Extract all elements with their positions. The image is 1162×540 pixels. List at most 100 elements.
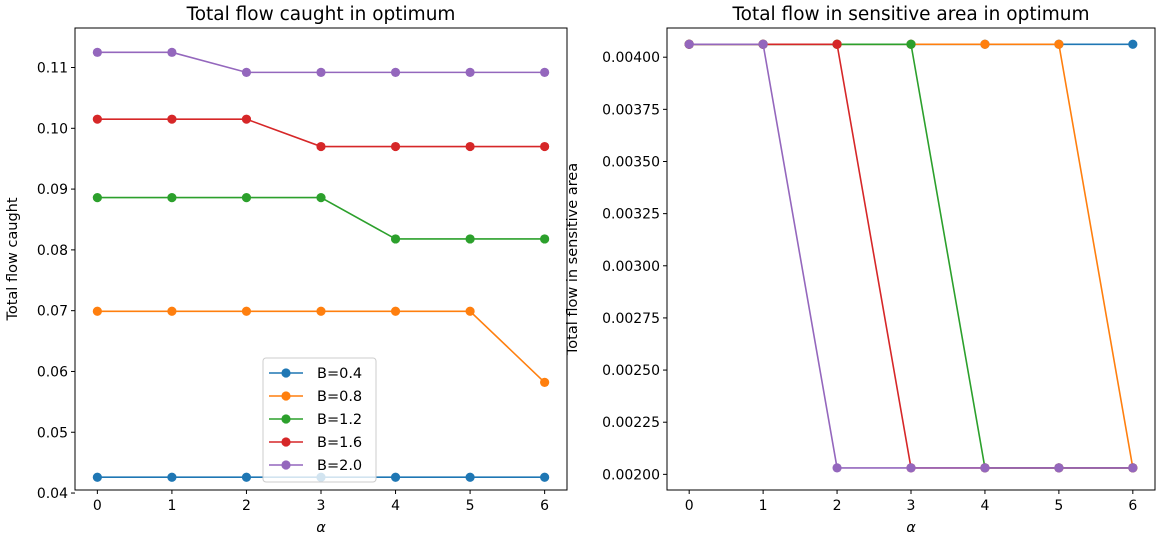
legend-swatch-marker bbox=[281, 414, 291, 424]
data-point bbox=[167, 193, 177, 203]
data-point bbox=[465, 67, 475, 77]
y-tick-label: 0.08 bbox=[37, 243, 68, 259]
data-point bbox=[465, 306, 475, 316]
x-axis-label: α bbox=[316, 520, 326, 536]
x-tick-label: 2 bbox=[833, 498, 842, 514]
data-point bbox=[316, 67, 326, 77]
y-axis-label: Total flow in sensitive area bbox=[565, 163, 581, 356]
y-tick-label: 0.07 bbox=[37, 304, 68, 320]
data-point bbox=[1054, 39, 1064, 49]
legend-label: B=0.4 bbox=[317, 366, 362, 382]
legend-label: B=2.0 bbox=[317, 458, 362, 474]
y-tick-label: 0.11 bbox=[37, 61, 68, 77]
data-point bbox=[540, 377, 550, 388]
x-tick-label: 1 bbox=[167, 498, 176, 514]
data-point bbox=[241, 67, 252, 77]
series-line bbox=[689, 43, 1133, 469]
series-line bbox=[689, 43, 1133, 469]
data-point bbox=[980, 39, 990, 49]
x-tick-label: 0 bbox=[93, 498, 102, 514]
y-tick-label: 0.00250 bbox=[602, 363, 660, 379]
data-point bbox=[241, 193, 252, 203]
x-tick-label: 0 bbox=[685, 498, 694, 514]
data-point bbox=[390, 234, 401, 244]
y-tick-label: 0.00300 bbox=[602, 259, 660, 275]
data-point bbox=[241, 472, 252, 482]
data-point bbox=[465, 234, 475, 244]
data-point bbox=[167, 472, 177, 482]
y-axis-label: Total flow caught bbox=[5, 197, 21, 321]
y-tick-label: 0.05 bbox=[37, 425, 68, 441]
data-point bbox=[390, 472, 401, 482]
series-b-1-6 bbox=[92, 114, 550, 152]
data-point bbox=[465, 472, 475, 482]
y-tick-label: 0.04 bbox=[37, 486, 68, 502]
series-b-1-2 bbox=[92, 193, 550, 244]
data-point bbox=[758, 39, 768, 49]
y-tick-label: 0.00375 bbox=[602, 102, 660, 118]
legend-swatch-marker bbox=[281, 460, 291, 470]
legend-label: B=0.8 bbox=[317, 389, 362, 405]
series-line bbox=[97, 196, 545, 240]
y-tick-label: 0.00350 bbox=[602, 154, 660, 170]
data-point bbox=[540, 234, 550, 244]
data-point bbox=[92, 306, 102, 316]
legend-label: B=1.6 bbox=[317, 435, 362, 451]
series-line bbox=[689, 43, 1134, 469]
x-tick-label: 3 bbox=[907, 498, 916, 514]
data-point bbox=[540, 472, 550, 482]
data-point bbox=[980, 463, 990, 473]
legend: B=0.4 B=0.8 B=1.2 B=1.6 B=2.0 bbox=[262, 357, 377, 483]
data-point bbox=[1054, 463, 1064, 473]
data-point bbox=[316, 141, 326, 152]
data-point bbox=[906, 463, 916, 473]
data-point bbox=[92, 114, 102, 124]
data-point bbox=[684, 39, 694, 49]
series-b-0-8 bbox=[92, 306, 550, 388]
data-point bbox=[390, 67, 401, 77]
data-point bbox=[390, 306, 401, 316]
data-point bbox=[241, 114, 252, 124]
data-point bbox=[241, 306, 252, 316]
x-tick-label: 6 bbox=[540, 498, 549, 514]
legend-swatch-marker bbox=[281, 368, 291, 378]
data-point bbox=[390, 141, 401, 152]
y-tick-label: 0.00225 bbox=[602, 415, 660, 431]
legend-label: B=1.2 bbox=[317, 412, 362, 428]
x-tick-label: 4 bbox=[980, 498, 989, 514]
x-tick-label: 4 bbox=[391, 498, 400, 514]
data-point bbox=[167, 47, 177, 57]
legend-frame bbox=[262, 357, 377, 483]
x-tick-label: 5 bbox=[1054, 498, 1063, 514]
data-point bbox=[316, 193, 326, 203]
legend-item: B=1.6 bbox=[269, 435, 362, 451]
chart-title: Total flow in sensitive area in optimum bbox=[731, 4, 1089, 25]
y-tick-label: 0.10 bbox=[37, 121, 68, 137]
data-point bbox=[1128, 463, 1138, 473]
chart-flow-sensitive-area: Total flow in sensitive area in optimum … bbox=[565, 4, 1156, 536]
data-point bbox=[540, 141, 550, 152]
y-tick-label: 0.00400 bbox=[602, 50, 660, 66]
x-tick-label: 2 bbox=[242, 498, 251, 514]
data-point bbox=[167, 114, 177, 124]
data-point bbox=[906, 39, 916, 49]
legend-swatch-marker bbox=[281, 391, 291, 401]
data-point bbox=[167, 306, 177, 316]
y-tick-label: 0.00200 bbox=[602, 467, 660, 483]
data-point bbox=[832, 39, 842, 49]
y-tick-label: 0.06 bbox=[37, 364, 68, 380]
series-b-2-0 bbox=[684, 39, 1138, 473]
x-tick-label: 5 bbox=[466, 498, 475, 514]
data-point bbox=[92, 472, 102, 482]
x-tick-label: 6 bbox=[1128, 498, 1137, 514]
legend-item: B=1.2 bbox=[269, 412, 362, 428]
data-point bbox=[832, 463, 842, 473]
series-line bbox=[689, 43, 1133, 469]
y-tick-label: 0.09 bbox=[37, 182, 68, 198]
x-tick-label: 1 bbox=[759, 498, 768, 514]
x-tick-label: 3 bbox=[317, 498, 326, 514]
chart-flow-caught: Total flow caught in optimum 0 1 2 3 4 5 6 0.04… bbox=[5, 4, 568, 536]
data-point bbox=[1128, 39, 1138, 49]
data-point bbox=[92, 47, 102, 57]
y-tick-label: 0.00275 bbox=[602, 311, 660, 327]
